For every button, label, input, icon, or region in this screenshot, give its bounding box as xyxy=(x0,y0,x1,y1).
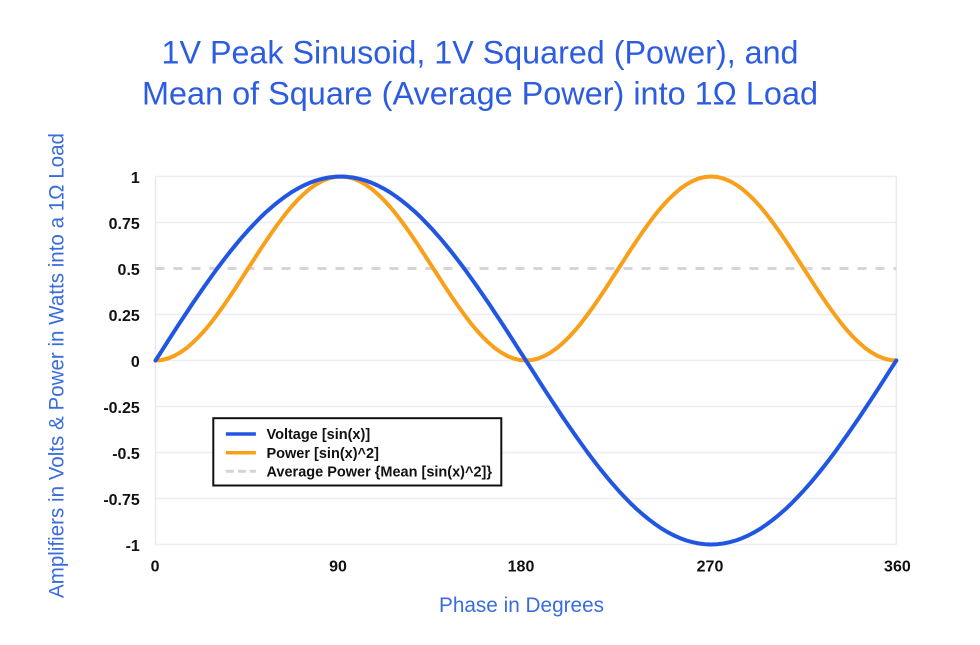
svg-text:Amplifiers in Volts & Power in: Amplifiers in Volts & Power in Watts int… xyxy=(46,133,69,598)
svg-text:0: 0 xyxy=(151,558,160,575)
svg-text:Mean of Square (Average Power): Mean of Square (Average Power) into 1Ω L… xyxy=(142,76,818,112)
svg-text:-1: -1 xyxy=(126,538,140,555)
svg-text:360: 360 xyxy=(884,558,911,575)
svg-text:-0.5: -0.5 xyxy=(112,446,140,463)
svg-text:0.5: 0.5 xyxy=(118,262,140,279)
svg-text:1V Peak Sinusoid, 1V Squared (: 1V Peak Sinusoid, 1V Squared (Power), an… xyxy=(162,34,799,70)
svg-text:180: 180 xyxy=(508,558,535,575)
svg-text:Power [sin(x)^2]: Power [sin(x)^2] xyxy=(267,446,380,462)
svg-text:0.75: 0.75 xyxy=(109,216,140,233)
svg-text:0: 0 xyxy=(131,354,140,371)
svg-text:0.25: 0.25 xyxy=(109,308,140,325)
svg-text:Average Power {Mean [sin(x)^2]: Average Power {Mean [sin(x)^2]} xyxy=(267,465,493,481)
svg-text:-0.75: -0.75 xyxy=(103,492,140,509)
svg-text:270: 270 xyxy=(697,558,724,575)
svg-text:1: 1 xyxy=(131,170,140,187)
svg-text:-0.25: -0.25 xyxy=(103,400,140,417)
svg-text:90: 90 xyxy=(329,558,347,575)
svg-text:Voltage [sin(x)]: Voltage [sin(x)] xyxy=(267,427,371,443)
svg-text:Phase in Degrees: Phase in Degrees xyxy=(439,594,604,617)
